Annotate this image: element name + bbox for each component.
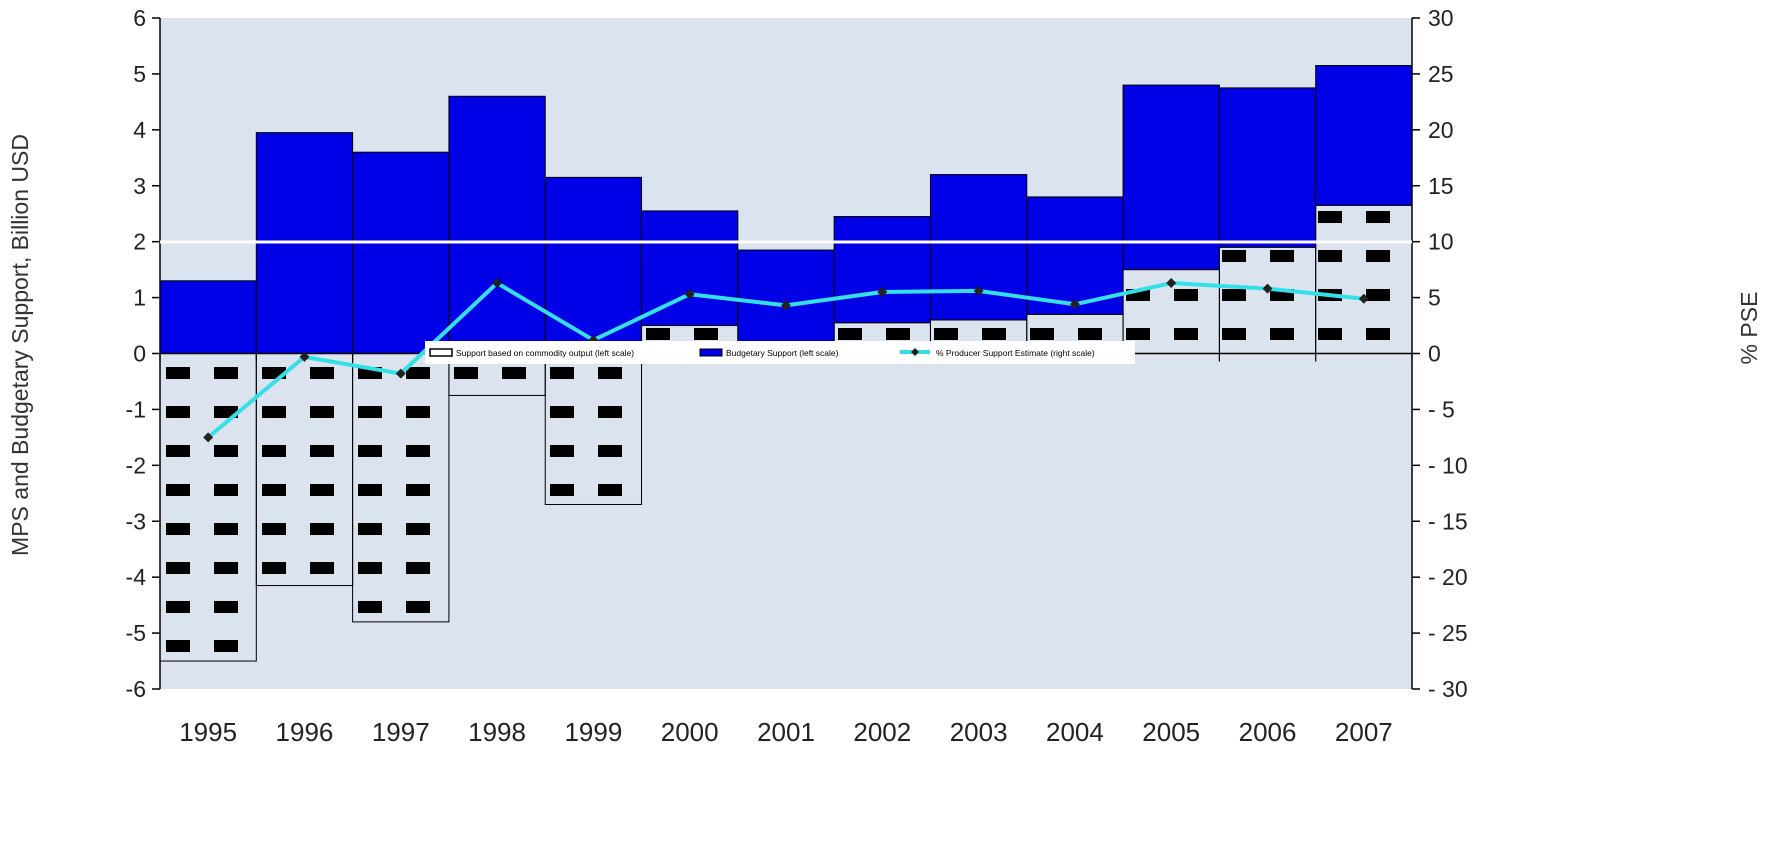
- legend: Support based on commodity output (left …: [425, 341, 1135, 364]
- right-tick-label: 5: [1428, 285, 1441, 311]
- legend-swatch-commodity: [429, 348, 453, 357]
- right-tick-label: 0: [1428, 341, 1441, 367]
- left-tick-label: -5: [126, 620, 146, 646]
- pse-line: [203, 278, 1369, 443]
- x-tick-label-1996: 1996: [276, 717, 334, 747]
- budget-bar-2005: [1122, 84, 1220, 271]
- x-tick-label-1999: 1999: [564, 717, 622, 747]
- right-tick-label: 20: [1428, 117, 1454, 143]
- budget-bar-2000: [641, 210, 739, 327]
- x-tick-label-2001: 2001: [757, 717, 815, 747]
- left-tick-label: 5: [133, 61, 146, 87]
- left-tick-label: 1: [133, 285, 146, 311]
- pse-point-2007: [1358, 293, 1369, 304]
- mps-bar-2006: [1218, 246, 1317, 354]
- x-tick-label-1997: 1997: [372, 717, 430, 747]
- right-tick-label: 15: [1428, 173, 1454, 199]
- x-tick-label-2006: 2006: [1239, 717, 1297, 747]
- legend-swatch-budget: [699, 348, 723, 357]
- x-tick-label-2004: 2004: [1046, 717, 1104, 747]
- pse-point-2001: [781, 300, 791, 311]
- legend-label-pse: % Producer Support Estimate (right scale…: [936, 348, 1095, 358]
- mps-bar-1995: [159, 353, 257, 662]
- left-tick-label: -1: [126, 396, 146, 422]
- pse-point-2003: [973, 285, 984, 296]
- mps-bar-2007: [1315, 204, 1413, 354]
- pse-point-2004: [1069, 299, 1080, 310]
- right-tick-label: 30: [1428, 5, 1454, 31]
- right-axis-title: % PSE: [1736, 292, 1762, 365]
- pse-point-2005: [1166, 278, 1177, 289]
- left-tick-label: -3: [126, 508, 146, 534]
- left-tick-label: -6: [126, 676, 146, 702]
- x-axis-ticks: 1995 1996 1997 1998 1999 2000 2001 2002 2003 2004…: [159, 353, 1413, 747]
- left-axis-ticks: 6 5 4 3 2 1 0 -1 -2 -3 -4 -5 -6: [126, 5, 160, 702]
- left-tick-label: -2: [126, 452, 146, 478]
- left-tick-label: 6: [133, 5, 146, 31]
- mps-bar-1996: [255, 353, 354, 587]
- right-tick-label: - 20: [1428, 564, 1468, 590]
- budget-bar-2002: [833, 216, 931, 324]
- x-tick-label-2003: 2003: [950, 717, 1008, 747]
- x-tick-label-1998: 1998: [468, 717, 526, 747]
- x-tick-label-2002: 2002: [853, 717, 911, 747]
- left-tick-label: -4: [126, 564, 147, 590]
- pse-point-1997: [395, 368, 406, 379]
- right-tick-label: - 25: [1428, 620, 1468, 646]
- pse-point-2000: [684, 289, 695, 300]
- left-tick-label: 2: [133, 229, 146, 255]
- budget-bar-1995: [159, 280, 257, 354]
- pse-point-2002: [877, 286, 888, 297]
- left-axis-title: MPS and Budgetary Support, Billion USD: [7, 134, 33, 556]
- right-axis-ticks: 30 25 20 15 10 5 0 - 5 - 10 - 15 - 20 - 25 - 30: [1412, 5, 1468, 702]
- right-tick-label: - 15: [1428, 508, 1468, 534]
- mps-bar-1999: [544, 353, 643, 505]
- mps-bars: [159, 204, 1413, 662]
- mps-bar-1997: [352, 353, 450, 623]
- left-tick-label: 0: [133, 341, 146, 367]
- right-tick-label: 10: [1428, 229, 1454, 255]
- legend-label-commodity: Support based on commodity output (left …: [456, 348, 634, 358]
- legend-box: [425, 341, 1135, 364]
- x-tick-label-2005: 2005: [1142, 717, 1200, 747]
- budget-bar-1997: [352, 151, 450, 354]
- legend-marker-pse: [911, 348, 919, 356]
- right-tick-label: - 10: [1428, 452, 1468, 478]
- left-tick-label: 3: [133, 173, 146, 199]
- right-tick-label: 25: [1428, 61, 1454, 87]
- budget-bar-2007: [1315, 65, 1413, 206]
- right-tick-label: - 30: [1428, 676, 1468, 702]
- pse-point-1995: [203, 432, 214, 443]
- pse-point-2006: [1262, 283, 1273, 294]
- left-tick-label: 4: [133, 117, 146, 143]
- pse-point-1996: [299, 351, 310, 362]
- x-tick-label-1995: 1995: [179, 717, 237, 747]
- legend-label-budget: Budgetary Support (left scale): [726, 348, 839, 358]
- right-tick-label: - 5: [1428, 396, 1455, 422]
- x-tick-label-2000: 2000: [661, 717, 719, 747]
- pse-point-1998: [492, 278, 503, 289]
- budget-bar-2004: [1026, 196, 1124, 315]
- budget-bar-2003: [929, 174, 1028, 321]
- budget-bar-2006: [1218, 87, 1317, 248]
- budget-bar-1999: [544, 176, 643, 354]
- x-tick-label-2007: 2007: [1335, 717, 1393, 747]
